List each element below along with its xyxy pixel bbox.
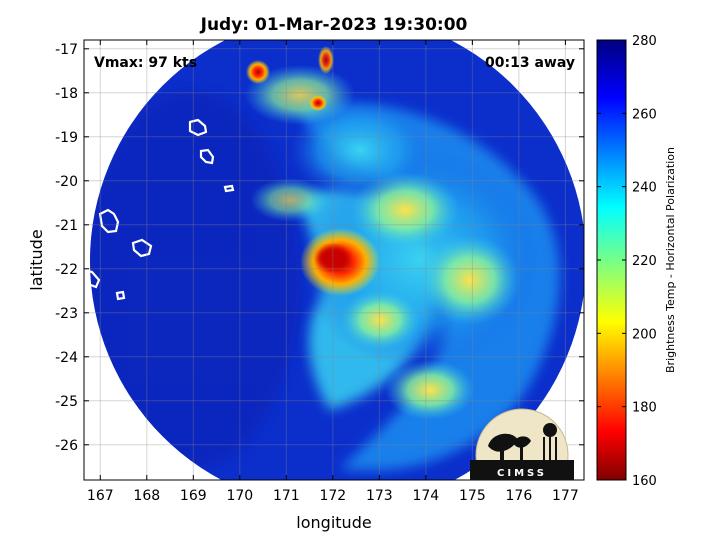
yellow-patch-5 <box>250 178 330 222</box>
yellow-patch-4 <box>385 360 475 420</box>
plot-frame <box>83 39 585 481</box>
colorbar-ticks: 160 180 200 220 240 260 280 <box>597 34 657 489</box>
logo-text: CIMSS <box>497 468 547 479</box>
colorbar-ramp <box>596 39 627 481</box>
y-tick-label: -24 <box>55 350 78 366</box>
x-tick-label: 177 <box>552 488 579 504</box>
y-axis-label: latitude <box>27 229 46 290</box>
vmax-annotation: Vmax: 97 kts <box>94 55 197 71</box>
x-tick-label: 169 <box>180 488 207 504</box>
yellow-patch-2 <box>420 235 520 325</box>
y-tick-label: -19 <box>55 130 78 146</box>
colorbar-tick-label: 220 <box>632 254 657 269</box>
y-tick-label: -26 <box>55 438 78 454</box>
yellow-patch-6 <box>245 65 355 125</box>
x-tick-label: 170 <box>226 488 253 504</box>
x-tick-label: 168 <box>133 488 160 504</box>
swath <box>90 40 584 480</box>
coast-5 <box>131 238 153 258</box>
time-away-annotation: 00:13 away <box>485 55 575 71</box>
x-tick-label: 171 <box>273 488 300 504</box>
y-tick-label: -17 <box>55 42 78 58</box>
y-tick-label: -22 <box>55 262 78 278</box>
coast-3 <box>223 184 235 193</box>
x-tick-label: 172 <box>319 488 346 504</box>
hot-spot-north-2 <box>309 95 327 111</box>
x-tick-label: 174 <box>412 488 439 504</box>
logo-dish-1 <box>488 433 518 452</box>
coast-8 <box>575 81 585 99</box>
yellow-patch-1 <box>350 172 460 248</box>
colorbar-label: Brightness Temp - Horizontal Polarizatio… <box>664 147 677 373</box>
x-tick-label: 173 <box>366 488 393 504</box>
eyewall-core <box>317 246 349 270</box>
colorbar-tick-label: 280 <box>632 34 657 49</box>
logo-dish-1-mast <box>500 446 504 462</box>
y-tick-label: -18 <box>55 86 78 102</box>
deep-blue-west <box>90 90 300 470</box>
y-tick-label: -25 <box>55 394 78 410</box>
colorbar-tick-label: 160 <box>632 474 657 489</box>
logo-dish-2 <box>513 436 531 448</box>
x-tick-label: 175 <box>459 488 486 504</box>
coast-1 <box>188 118 208 137</box>
y-axis: -17 -18 -19 -20 -21 -22 -23 -24 -25 -26 <box>55 42 584 454</box>
colorbar-tick-label: 240 <box>632 181 657 196</box>
coast-2 <box>199 148 215 165</box>
colorbar: 160 180 200 220 240 260 280 Brightness Temp - … <box>596 34 677 489</box>
x-tick-label: 176 <box>506 488 533 504</box>
x-axis: 167 168 169 170 171 172 173 174 175 176 177 <box>87 40 579 504</box>
coast-6 <box>83 268 101 289</box>
logo-dish-2-mast <box>520 446 523 462</box>
logo-building <box>470 460 574 480</box>
y-tick-label: -21 <box>55 218 78 234</box>
x-axis-label: longitude <box>296 513 371 532</box>
y-tick-label: -20 <box>55 174 78 190</box>
x-tick-label: 167 <box>87 488 114 504</box>
colorbar-tick-label: 260 <box>632 107 657 122</box>
logo-tower-leg-2 <box>555 437 557 462</box>
colorbar-tick-label: 200 <box>632 327 657 342</box>
y-tick-label: -23 <box>55 306 78 322</box>
hot-spot-north-3 <box>318 46 334 74</box>
logo-tower-leg-1 <box>543 437 545 462</box>
yellow-patch-3 <box>340 290 420 350</box>
logo-tower-leg-3 <box>549 437 551 462</box>
plot-title: Judy: 01-Mar-2023 19:30:00 <box>200 15 468 35</box>
logo-tower-ball <box>543 423 557 437</box>
hot-spot-north-1 <box>246 60 270 84</box>
coastlines <box>83 81 585 301</box>
coast-7 <box>115 290 126 301</box>
colorbar-tick-label: 180 <box>632 401 657 416</box>
coast-4 <box>98 208 120 234</box>
cimss-logo: CIMSS <box>470 408 574 480</box>
